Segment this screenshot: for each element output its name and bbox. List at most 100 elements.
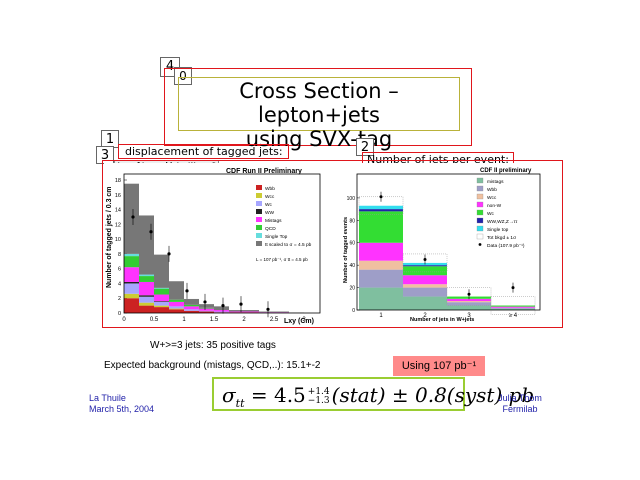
right-bar-segment bbox=[403, 284, 447, 288]
left-bar-segment bbox=[229, 311, 244, 313]
right-bar-segment bbox=[359, 242, 403, 261]
right-data-point bbox=[379, 195, 383, 199]
right-legend-swatch bbox=[476, 193, 484, 200]
left-bar-segment bbox=[139, 302, 154, 306]
left-bar-segment bbox=[169, 306, 184, 309]
left-bar-segment bbox=[214, 310, 229, 312]
right-bar-segment bbox=[491, 307, 535, 309]
right-ytick-label: 20 bbox=[349, 286, 355, 292]
left-bar-segment bbox=[124, 253, 139, 257]
left-xticks: 0 0.5 1 1.5 2 2.5 3 bbox=[122, 317, 306, 323]
left-bar-segment bbox=[139, 276, 154, 282]
left-bar-segment bbox=[124, 281, 139, 284]
left-bar-segment bbox=[199, 307, 214, 309]
right-bar-segment bbox=[359, 209, 403, 212]
right-legend-label: Single top bbox=[487, 227, 509, 233]
left-legend-label: Mistags bbox=[265, 218, 282, 224]
right-bar-segment bbox=[491, 308, 535, 310]
left-ytick-label: 14 bbox=[115, 208, 121, 214]
formula-sub: tt bbox=[235, 397, 245, 410]
lumi-badge[interactable]: Using 107 pb⁻¹ bbox=[393, 356, 485, 376]
left-bar-segment bbox=[169, 281, 184, 300]
right-legend-label: Wbb bbox=[487, 187, 497, 193]
right-data-point bbox=[511, 286, 515, 290]
right-legend-label: Data (107.9 pb⁻¹) bbox=[487, 243, 525, 249]
left-bar-segment bbox=[169, 308, 184, 310]
title-inner-box[interactable]: Cross Section – lepton+jets using SVX-ta… bbox=[178, 77, 460, 151]
right-bar-segment bbox=[403, 265, 447, 267]
left-bar-segment bbox=[244, 311, 259, 313]
left-bar-segment bbox=[184, 306, 199, 310]
left-data-point bbox=[131, 215, 135, 219]
right-bar-segment bbox=[491, 306, 535, 308]
left-bar-segment bbox=[139, 305, 154, 313]
right-bars bbox=[358, 191, 536, 315]
footer-date: March 5th, 2004 bbox=[89, 404, 155, 414]
left-bar-segment bbox=[259, 311, 274, 313]
left-bar-segment bbox=[199, 310, 214, 312]
right-bar-segment bbox=[491, 305, 535, 307]
left-bar-segment bbox=[214, 311, 229, 313]
right-bar-segment bbox=[403, 275, 447, 285]
left-bar-segment bbox=[199, 304, 214, 308]
left-legend-label: WW bbox=[265, 210, 275, 216]
title-outer-box[interactable] bbox=[164, 68, 472, 146]
left-xtick-label: 2 bbox=[242, 317, 246, 323]
left-bar-segment bbox=[154, 288, 169, 295]
tag-2[interactable]: 2 bbox=[356, 138, 374, 156]
formula-subsub: −1.3 bbox=[307, 395, 330, 406]
left-legend-swatch bbox=[256, 225, 262, 230]
left-data-point bbox=[239, 302, 243, 306]
right-legend-swatch bbox=[476, 233, 484, 240]
left-section-label[interactable]: displacement of tagged jets: bbox=[118, 144, 289, 159]
left-ytick-label: 8 bbox=[118, 252, 121, 258]
left-bar-segment bbox=[184, 310, 199, 313]
left-ytick-label: 10 bbox=[115, 237, 121, 243]
right-xtick-label: 1 bbox=[379, 313, 383, 319]
left-bar-segment bbox=[139, 274, 154, 277]
right-xticks: 1 2 3 ≥ 4 bbox=[379, 313, 517, 319]
formula-rest: (stat) ± 0.8(syst) pb bbox=[331, 383, 535, 407]
left-legend-label: Single Top bbox=[265, 234, 288, 240]
left-ytick-label: 0 bbox=[118, 311, 121, 317]
lxy-histogram: Number of tagged jets / 0.3 cm 024681012… bbox=[104, 163, 324, 325]
right-legend: mistags Wbb Wcc non-W Wc WW,WZ,Z→ττ Single top… bbox=[476, 177, 525, 249]
left-bar-segment bbox=[154, 287, 169, 289]
left-legend-swatch bbox=[256, 193, 262, 198]
right-legend-swatch bbox=[476, 177, 484, 184]
left-bar-segment bbox=[199, 311, 214, 313]
left-bar-segment bbox=[184, 304, 199, 307]
left-xtick-label: 0.5 bbox=[150, 317, 159, 323]
formula-sup: +1.4 bbox=[307, 386, 330, 397]
left-bar-segment bbox=[184, 309, 199, 311]
footer-author: Julia Thom bbox=[498, 393, 542, 403]
left-data-point bbox=[167, 252, 171, 256]
left-data-point bbox=[185, 289, 189, 293]
stats-line: W+>=3 jets: 35 positive tags bbox=[150, 340, 276, 351]
left-legend-swatch bbox=[256, 241, 262, 246]
left-xlabel: Lxy (Cm) bbox=[284, 318, 314, 325]
right-legend-label: Tot bkgd ± 1σ bbox=[487, 235, 516, 241]
left-axes-frame bbox=[123, 173, 321, 314]
left-data-point bbox=[203, 300, 207, 304]
footer-right: Julia Thom Fermilab bbox=[492, 393, 548, 415]
plots-outer-box[interactable] bbox=[102, 160, 563, 328]
right-legend-swatch bbox=[476, 201, 484, 208]
left-bar-segment bbox=[139, 296, 154, 303]
left-bar-segment bbox=[274, 311, 289, 313]
left-bar-segment bbox=[124, 183, 139, 254]
footer-institution: Fermilab bbox=[502, 404, 538, 414]
background-line: Expected background (mistags, QCD,..): 1… bbox=[104, 360, 321, 371]
right-bar-segment bbox=[403, 266, 447, 276]
right-bkgd-band bbox=[490, 296, 536, 315]
right-legend-label: WW,WZ,Z→ττ bbox=[487, 219, 518, 225]
left-bar-segment bbox=[169, 299, 184, 302]
cross-section-formula[interactable]: σtt = 4.5 +1.4 −1.3 (stat) ± 0.8(syst) pb bbox=[212, 377, 534, 411]
right-bar-segment bbox=[447, 305, 491, 310]
right-bar-segment bbox=[403, 287, 447, 297]
right-bar-segment bbox=[359, 260, 403, 270]
left-legend-label: tt scaled to σ = 4.5 pb bbox=[265, 242, 312, 248]
left-xtick-label: 1.5 bbox=[210, 317, 219, 323]
left-xtick-label: 3 bbox=[302, 317, 306, 323]
right-legend-swatch bbox=[476, 217, 484, 224]
